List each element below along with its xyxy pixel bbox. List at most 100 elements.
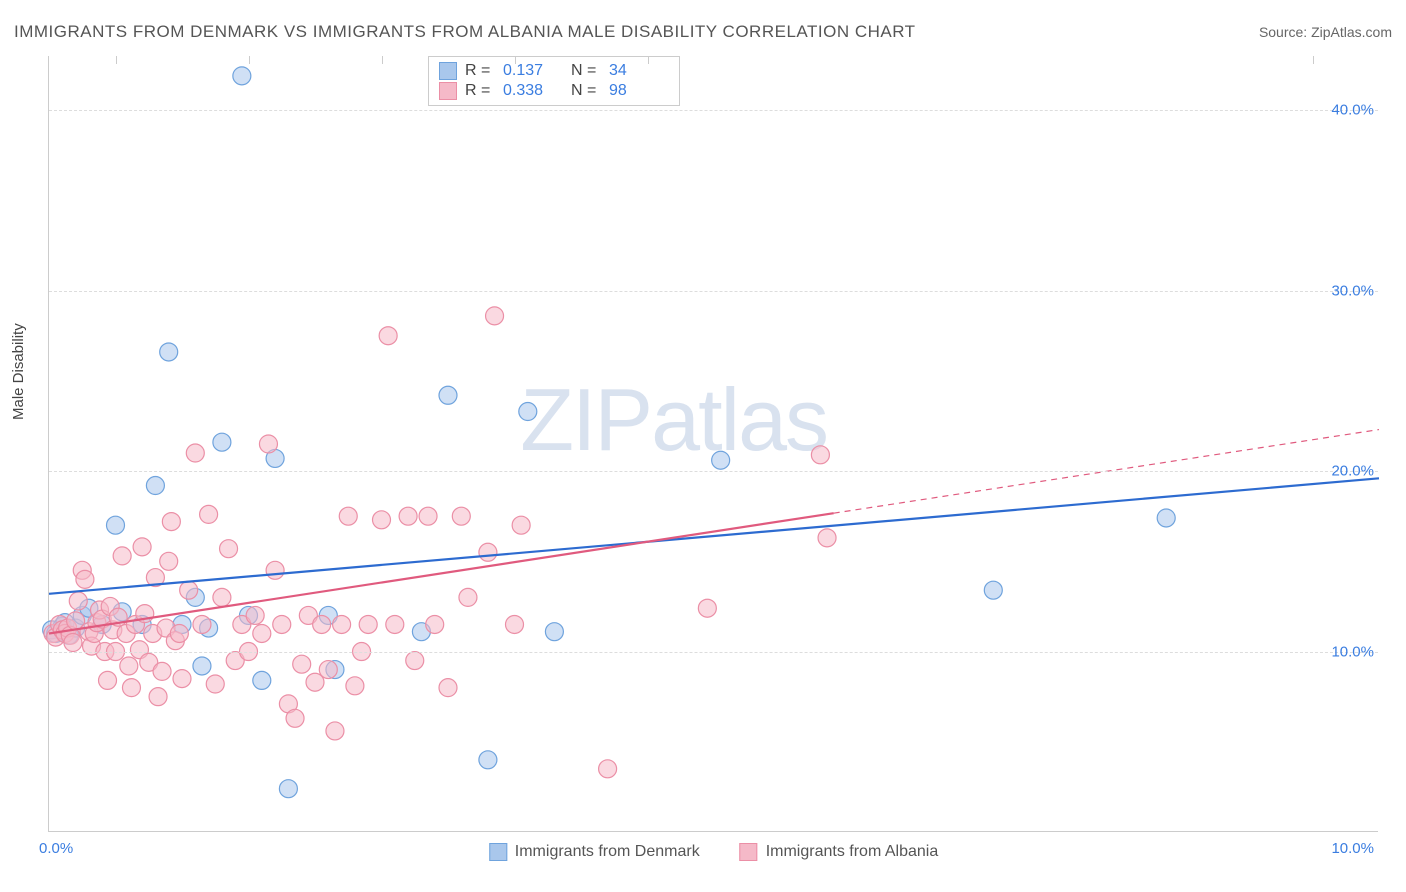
data-point bbox=[373, 511, 391, 529]
gridline bbox=[49, 471, 1378, 472]
n-label: N = bbox=[571, 62, 601, 80]
data-point bbox=[213, 433, 231, 451]
data-point bbox=[326, 722, 344, 740]
data-point bbox=[200, 505, 218, 523]
data-point bbox=[313, 615, 331, 633]
x-axis-tick-right: 10.0% bbox=[1331, 840, 1374, 857]
x-tick-mark bbox=[116, 56, 117, 64]
legend-label-albania: Immigrants from Albania bbox=[766, 843, 939, 861]
data-point bbox=[120, 657, 138, 675]
legend-item-albania: Immigrants from Albania bbox=[740, 843, 939, 861]
data-point bbox=[160, 552, 178, 570]
data-point bbox=[149, 688, 167, 706]
legend-swatch-denmark bbox=[439, 62, 457, 80]
trend-line bbox=[49, 478, 1379, 593]
data-point bbox=[698, 599, 716, 617]
data-point bbox=[170, 624, 188, 642]
data-point bbox=[193, 657, 211, 675]
data-point bbox=[293, 655, 311, 673]
data-point bbox=[69, 592, 87, 610]
data-point bbox=[64, 634, 82, 652]
data-point bbox=[113, 547, 131, 565]
data-point bbox=[1157, 509, 1175, 527]
y-axis-tick: 10.0% bbox=[1331, 643, 1380, 660]
y-axis-label: Male Disability bbox=[10, 323, 27, 420]
data-point bbox=[273, 615, 291, 633]
legend-stats-row: R = 0.137 N = 34 bbox=[439, 61, 669, 81]
chart-header: IMMIGRANTS FROM DENMARK VS IMMIGRANTS FR… bbox=[14, 20, 1392, 44]
data-point bbox=[359, 615, 377, 633]
data-point bbox=[246, 606, 264, 624]
legend-swatch-albania bbox=[740, 843, 758, 861]
data-point bbox=[419, 507, 437, 525]
data-point bbox=[76, 570, 94, 588]
n-label: N = bbox=[571, 82, 601, 100]
data-point bbox=[486, 307, 504, 325]
data-point bbox=[818, 529, 836, 547]
legend-label-denmark: Immigrants from Denmark bbox=[515, 843, 700, 861]
legend-stats-row: R = 0.338 N = 98 bbox=[439, 81, 669, 101]
gridline bbox=[49, 291, 1378, 292]
chart-title: IMMIGRANTS FROM DENMARK VS IMMIGRANTS FR… bbox=[14, 22, 916, 42]
data-point bbox=[266, 561, 284, 579]
data-point bbox=[193, 615, 211, 633]
r-label: R = bbox=[465, 62, 495, 80]
data-point bbox=[259, 435, 277, 453]
y-axis-tick: 30.0% bbox=[1331, 282, 1380, 299]
data-point bbox=[459, 588, 477, 606]
data-point bbox=[406, 652, 424, 670]
x-axis-tick-left: 0.0% bbox=[39, 840, 73, 857]
data-point bbox=[439, 679, 457, 697]
data-point bbox=[220, 540, 238, 558]
data-point bbox=[146, 477, 164, 495]
legend-swatch-albania bbox=[439, 82, 457, 100]
data-point bbox=[286, 709, 304, 727]
data-point bbox=[333, 615, 351, 633]
n-value-denmark: 34 bbox=[609, 62, 669, 80]
gridline bbox=[49, 110, 1378, 111]
data-point bbox=[512, 516, 530, 534]
legend-series: Immigrants from Denmark Immigrants from … bbox=[489, 843, 938, 861]
y-axis-tick: 40.0% bbox=[1331, 102, 1380, 119]
data-point bbox=[339, 507, 357, 525]
legend-item-denmark: Immigrants from Denmark bbox=[489, 843, 700, 861]
data-point bbox=[545, 623, 563, 641]
data-point bbox=[133, 538, 151, 556]
data-point bbox=[153, 662, 171, 680]
data-point bbox=[186, 444, 204, 462]
r-label: R = bbox=[465, 82, 495, 100]
data-point bbox=[279, 780, 297, 798]
data-point bbox=[99, 671, 117, 689]
data-point bbox=[479, 751, 497, 769]
legend-swatch-denmark bbox=[489, 843, 507, 861]
data-point bbox=[426, 615, 444, 633]
x-tick-mark bbox=[1313, 56, 1314, 64]
data-point bbox=[180, 581, 198, 599]
data-point bbox=[386, 615, 404, 633]
data-point bbox=[452, 507, 470, 525]
gridline bbox=[49, 652, 1378, 653]
data-point bbox=[712, 451, 730, 469]
data-point bbox=[811, 446, 829, 464]
x-tick-mark bbox=[382, 56, 383, 64]
trend-line bbox=[49, 513, 834, 633]
r-value-albania: 0.338 bbox=[503, 82, 563, 100]
data-point bbox=[506, 615, 524, 633]
source-attribution: Source: ZipAtlas.com bbox=[1259, 24, 1392, 40]
data-point bbox=[984, 581, 1002, 599]
data-point bbox=[479, 543, 497, 561]
data-point bbox=[253, 624, 271, 642]
data-point bbox=[206, 675, 224, 693]
y-axis-tick: 20.0% bbox=[1331, 463, 1380, 480]
legend-stats: R = 0.137 N = 34 R = 0.338 N = 98 bbox=[428, 56, 680, 106]
data-point bbox=[173, 670, 191, 688]
x-tick-mark bbox=[515, 56, 516, 64]
data-point bbox=[599, 760, 617, 778]
plot-area: ZIPatlas R = 0.137 N = 34 R = 0.338 N = … bbox=[48, 56, 1378, 832]
n-value-albania: 98 bbox=[609, 82, 669, 100]
data-point bbox=[319, 661, 337, 679]
data-point bbox=[213, 588, 231, 606]
data-point bbox=[162, 513, 180, 531]
data-point bbox=[233, 67, 251, 85]
data-point bbox=[439, 386, 457, 404]
